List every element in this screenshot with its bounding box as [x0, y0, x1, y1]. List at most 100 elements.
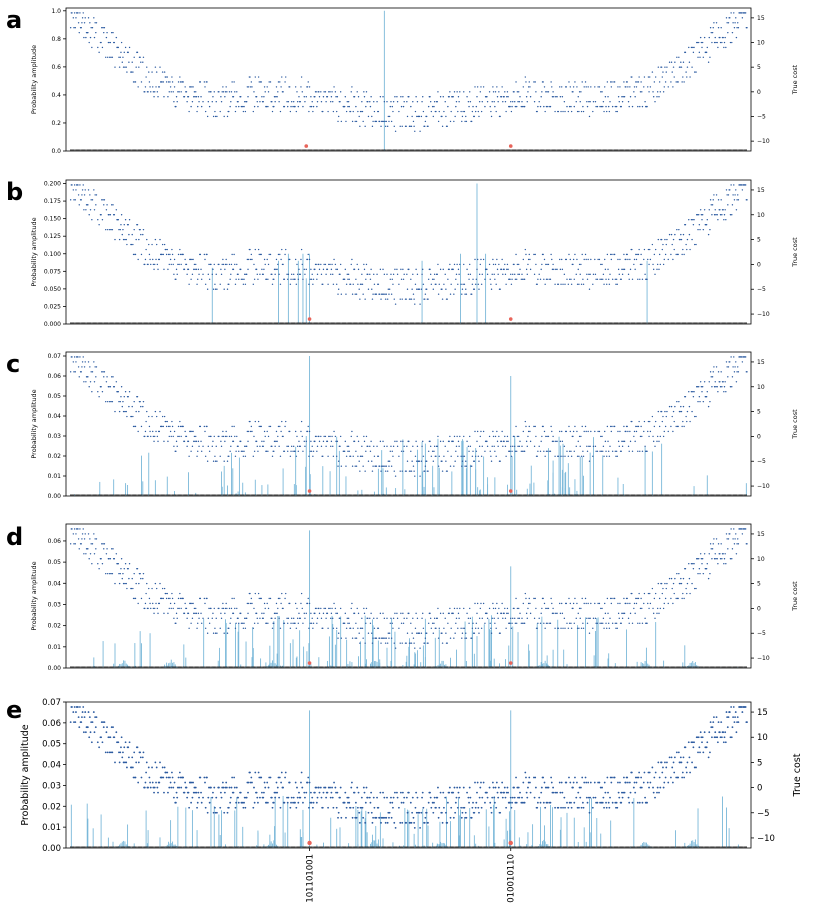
cost-dot: [327, 110, 329, 113]
cost-dot: [611, 105, 614, 108]
cost-dot: [465, 120, 468, 123]
cost-dot: [170, 435, 172, 438]
panel-d: d0.000.010.020.030.040.050.06−10−5051015…: [6, 523, 799, 672]
cost-dot: [555, 268, 557, 271]
cost-dot: [641, 450, 644, 453]
cost-dot: [450, 627, 452, 629]
cost-dot: [200, 96, 202, 98]
cost-dot: [87, 31, 89, 34]
cost-dot: [73, 184, 76, 186]
cost-dot: [398, 110, 400, 113]
cost-dot: [436, 273, 438, 276]
cost-dot: [416, 288, 418, 290]
cost-dot: [652, 91, 654, 93]
cost-dot: [435, 283, 437, 285]
cost-dot: [145, 420, 147, 423]
cost-dot: [603, 110, 605, 113]
cost-dot: [255, 791, 258, 794]
cost-dot: [698, 567, 701, 570]
cost-dot: [224, 435, 227, 438]
y-tick-label-right: −10: [757, 311, 770, 318]
cost-dot: [396, 445, 399, 448]
cost-dot: [271, 806, 274, 809]
cost-dot: [286, 796, 288, 799]
cost-dot: [515, 253, 517, 256]
cost-dot: [251, 430, 253, 433]
cost-dot: [382, 612, 384, 615]
cost-dot: [640, 253, 642, 256]
cost-dot: [204, 455, 207, 457]
cost-dot: [399, 642, 401, 644]
cost-dot: [93, 36, 96, 39]
cost-dot: [273, 622, 275, 625]
cost-dot: [589, 100, 591, 103]
cost-dot: [203, 253, 206, 256]
cost-dot: [727, 31, 729, 34]
cost-dot: [647, 430, 649, 433]
cost-dot: [400, 450, 403, 453]
cost-dot: [623, 597, 625, 600]
cost-dot: [89, 381, 92, 383]
cost-dot: [357, 612, 360, 615]
cost-dot: [275, 430, 278, 433]
cost-dot: [89, 366, 91, 368]
cost-dot: [155, 243, 158, 246]
cost-dot: [356, 435, 358, 438]
cost-dot: [169, 781, 172, 784]
cost-dot: [643, 602, 645, 605]
y-tick-label-left: 0.04: [48, 413, 62, 420]
cost-dot: [247, 612, 249, 615]
cost-dot: [550, 253, 552, 256]
cost-dot: [580, 263, 582, 266]
cost-dot: [213, 91, 215, 93]
cost-dot: [489, 278, 491, 281]
cost-dot: [106, 31, 108, 34]
cost-dot: [543, 258, 546, 261]
cost-dot: [350, 91, 352, 93]
cost-dot: [498, 91, 500, 93]
cost-dot: [455, 622, 457, 625]
cost-dot: [582, 450, 584, 453]
cost-dot: [263, 612, 265, 615]
y-tick-label-left: 0.2: [51, 120, 61, 127]
cost-dot: [373, 283, 376, 285]
cost-dot: [410, 125, 413, 128]
cost-dot: [616, 627, 618, 629]
cost-dot: [741, 17, 744, 19]
cost-dot: [717, 563, 719, 565]
cost-dot: [670, 405, 673, 408]
cost-dot: [273, 268, 276, 271]
cost-dot: [296, 617, 299, 620]
cost-dot: [221, 435, 223, 438]
cost-dot: [371, 460, 373, 462]
cost-dot: [165, 76, 167, 78]
cost-dot: [161, 766, 164, 769]
cost-dot: [494, 278, 496, 281]
cost-dot: [332, 455, 335, 457]
cost-dot: [565, 86, 568, 88]
cost-dot: [268, 253, 270, 256]
cost-dot: [184, 602, 186, 605]
cost-dot: [443, 627, 445, 629]
cost-dot: [249, 76, 251, 78]
cost-dot: [237, 273, 239, 276]
cost-dot: [585, 258, 587, 261]
cost-dot: [319, 786, 322, 789]
cost-dot: [243, 796, 246, 799]
cost-dot: [312, 110, 314, 113]
cost-dot: [225, 781, 228, 784]
cost-dot: [555, 440, 557, 443]
cost-dot: [146, 410, 148, 413]
cost-dot: [73, 27, 75, 29]
cost-dot: [692, 46, 694, 49]
cost-dot: [260, 253, 262, 256]
cost-dot: [359, 125, 361, 128]
cost-dot: [89, 731, 92, 734]
cost-dot: [350, 263, 352, 266]
cost-dot: [286, 617, 288, 620]
cost-dot: [695, 71, 697, 73]
cost-dot: [204, 627, 207, 629]
cost-dot: [454, 460, 456, 462]
cost-dot: [406, 115, 409, 118]
cost-dot: [639, 435, 642, 438]
